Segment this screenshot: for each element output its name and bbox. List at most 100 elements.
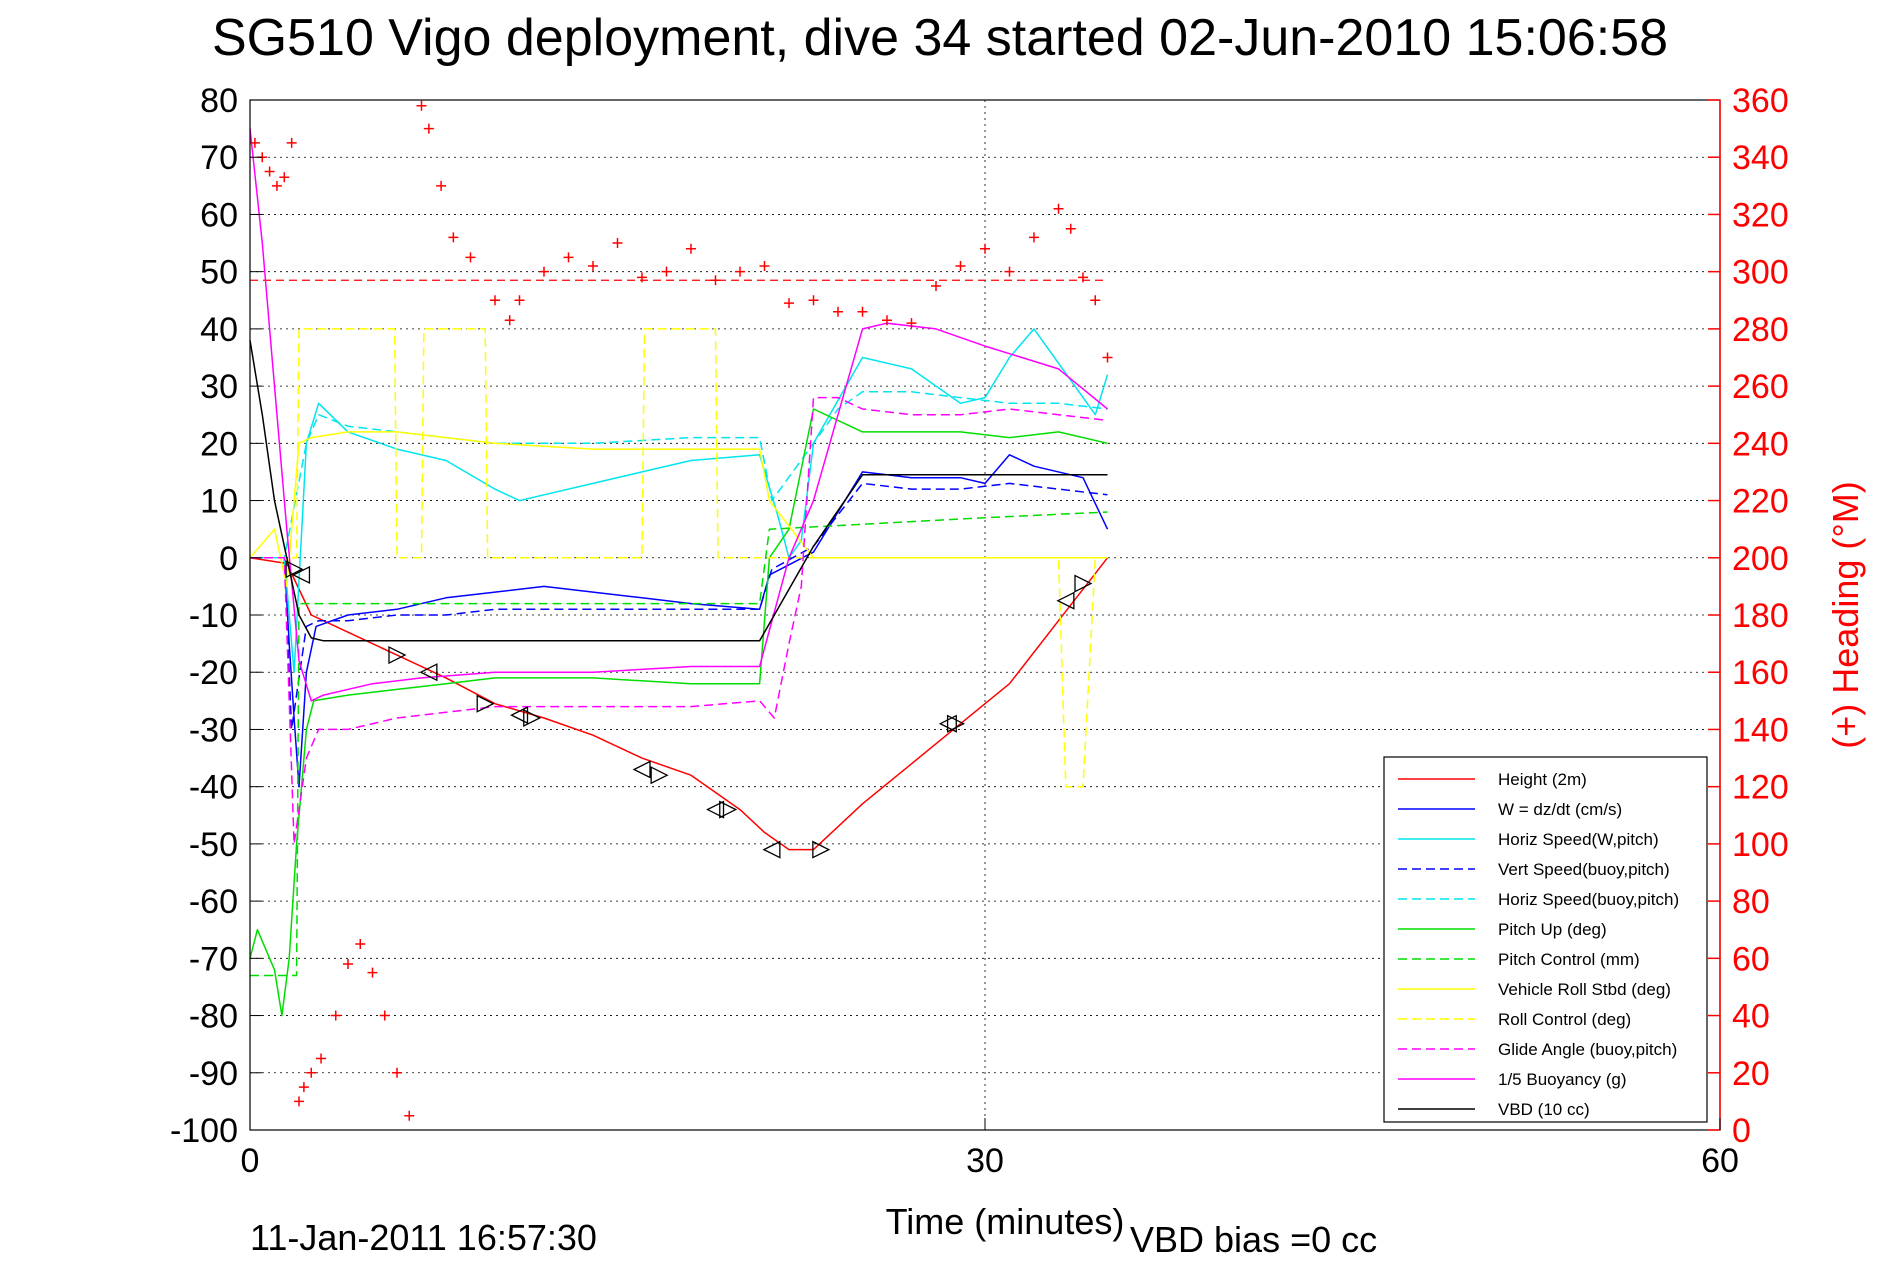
heading-point	[316, 1053, 327, 1064]
right-tick-label: 120	[1732, 769, 1789, 807]
legend-label-vehicle-roll-stbd-deg: Vehicle Roll Stbd (deg)	[1498, 980, 1671, 999]
right-tick-label: 300	[1732, 254, 1789, 292]
marker-layer	[249, 100, 1113, 1121]
roll-marker	[510, 706, 529, 725]
left-tick-label: -80	[189, 998, 238, 1036]
legend-label-horiz-speed-buoy-pitch: Horiz Speed(buoy,pitch)	[1498, 890, 1679, 909]
heading-point	[306, 1067, 317, 1078]
heading-point	[404, 1110, 415, 1121]
heading-point	[271, 180, 282, 191]
heading-point	[448, 232, 459, 243]
heading-point	[833, 306, 843, 317]
heading-point	[1090, 295, 1101, 306]
x-tick-label: 60	[1701, 1142, 1739, 1180]
legend-label-height-2m: Height (2m)	[1498, 770, 1587, 789]
heading-point	[416, 100, 427, 111]
legend-label-glide-angle-buoy-pitch: Glide Angle (buoy,pitch)	[1498, 1040, 1677, 1059]
series-line-pitch-control-mm	[250, 511, 1108, 977]
roll-marker	[476, 694, 495, 713]
right-tick-label: 240	[1732, 425, 1789, 463]
right-tick-label: 320	[1732, 196, 1789, 234]
roll-marker	[1056, 591, 1075, 610]
left-tick-label: 50	[200, 254, 238, 292]
left-tick-label: -30	[189, 711, 238, 749]
roll-marker	[285, 560, 304, 579]
heading-point	[504, 315, 515, 326]
heading-point	[514, 295, 525, 306]
footer-timestamp: 11-Jan-2011 16:57:30	[250, 1217, 597, 1258]
heading-point	[710, 275, 721, 286]
heading-point	[588, 260, 598, 271]
legend: Height (2m) W = dz/dt (cm/s) Horiz Speed(W…	[1383, 756, 1708, 1123]
heading-point	[735, 266, 745, 277]
roll-marker	[762, 840, 781, 859]
heading-point	[808, 295, 819, 306]
left-tick-label: -60	[189, 883, 238, 921]
right-tick-label: 260	[1732, 368, 1789, 406]
heading-point	[294, 1096, 304, 1107]
right-tick-label: 140	[1732, 711, 1789, 749]
roll-marker	[523, 708, 542, 728]
heading-point	[1065, 223, 1076, 234]
right-tick-label: 60	[1732, 940, 1770, 978]
right-tick-label: 180	[1732, 597, 1789, 635]
heading-point	[612, 238, 623, 249]
left-tick-label: -70	[189, 940, 238, 978]
left-tick-label: 60	[200, 196, 238, 234]
heading-point	[906, 318, 917, 329]
right-tick-label: 20	[1732, 1055, 1770, 1093]
left-tick-label: 30	[200, 368, 238, 406]
series-line-vert-speed-buoy-pitch	[250, 482, 1108, 731]
legend-label-w-dz-dt-cm-s: W = dz/dt (cm/s)	[1498, 800, 1622, 819]
left-tick-label: -40	[189, 769, 238, 807]
heading-point	[1102, 352, 1113, 363]
series-layer	[249, 128, 1109, 1017]
heading-point	[759, 260, 770, 271]
heading-point	[264, 166, 275, 177]
heading-point	[298, 1082, 309, 1093]
heading-point	[379, 1010, 390, 1021]
legend-label-pitch-up-deg: Pitch Up (deg)	[1498, 920, 1607, 939]
x-axis-label: Time (minutes)	[886, 1201, 1125, 1242]
roll-marker	[388, 646, 407, 665]
series-line-horiz-speed-w-pitch	[250, 328, 1109, 673]
right-tick-label: 360	[1732, 82, 1789, 120]
series-line-glide-angle-buoy-pitch	[250, 396, 1108, 845]
left-tick-label: 70	[200, 139, 238, 177]
heading-point	[882, 315, 892, 326]
legend-label-vert-speed-buoy-pitch: Vert Speed(buoy,pitch)	[1498, 860, 1670, 879]
heading-markers	[249, 100, 1113, 1121]
right-axis-ticks: 3603403203002802602402202001801601401201…	[1708, 82, 1789, 1150]
left-tick-label: -50	[189, 826, 238, 864]
legend-label-1-5-buoyancy-g: 1/5 Buoyancy (g)	[1498, 1070, 1627, 1089]
series-line-w-dz-dt-cm-s	[250, 454, 1109, 788]
roll-marker	[706, 800, 725, 819]
right-tick-label: 0	[1732, 1112, 1751, 1150]
heading-point	[465, 252, 476, 263]
left-axis-ticks: 80 70 60 50 40 30 20 10 0 -10 -20 -30 -40 -50 -60 -70 -8…	[170, 82, 262, 1150]
left-tick-label: -90	[189, 1055, 238, 1093]
heading-point	[857, 306, 868, 317]
heading-point	[980, 243, 990, 254]
legend-label-horiz-speed-w-pitch: Horiz Speed(W,pitch)	[1498, 830, 1659, 849]
left-tick-label: 80	[200, 82, 238, 120]
left-tick-label: 0	[219, 540, 238, 578]
series-line-pitch-up-deg	[249, 408, 1108, 1017]
legend-box	[1383, 756, 1708, 1123]
heading-point	[931, 280, 941, 291]
heading-point	[279, 172, 290, 183]
heading-point	[784, 298, 794, 309]
roll-triangle-markers	[285, 560, 1093, 859]
series-line-vbd-10-cc	[249, 340, 1108, 642]
heading-point	[1029, 232, 1039, 243]
heading-point	[436, 180, 447, 191]
left-tick-label: -20	[189, 654, 238, 692]
right-tick-label: 200	[1732, 540, 1789, 578]
heading-point	[563, 252, 574, 263]
roll-marker	[650, 766, 669, 785]
legend-label-vbd-10-cc: VBD (10 cc)	[1498, 1100, 1590, 1119]
heading-point	[637, 272, 647, 283]
heading-point	[367, 967, 378, 978]
heading-point	[1004, 266, 1015, 277]
